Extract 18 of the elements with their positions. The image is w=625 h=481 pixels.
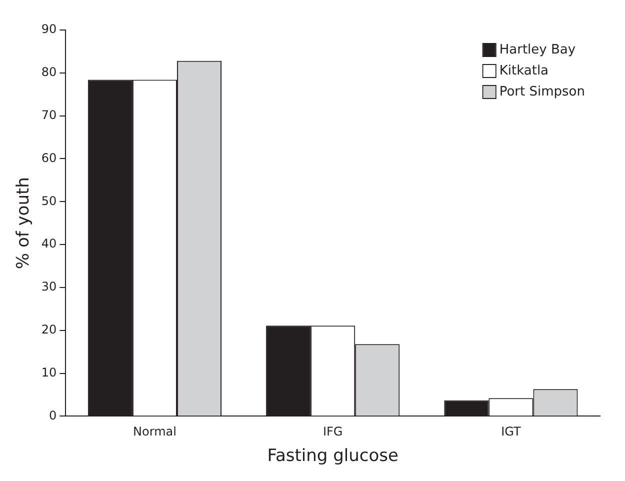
y-tick-label: 50 [41,194,57,208]
y-tick-label: 20 [41,322,57,337]
x-tick-label: Normal [133,424,176,439]
x-tick-label: IFG [322,424,343,439]
x-tick-label: IGT [501,424,522,439]
y-tick-label: 70 [41,108,57,122]
legend-label: Kitkatla [499,63,549,78]
y-tick-label: 30 [41,280,57,294]
legend-label: Port Simpson [499,84,586,100]
y-tick-label: 60 [41,150,57,165]
y-tick-label: 80 [41,65,57,80]
y-tick-label: 40 [41,236,57,251]
y-tick-label: 0 [49,408,57,422]
y-axis-title: % of youth [14,177,34,270]
y-tick-label: 90 [41,22,57,36]
x-axis-title: Fasting glucose [267,446,398,466]
y-tick-label: 10 [41,365,57,380]
legend-label: Hartley Bay [499,42,576,58]
